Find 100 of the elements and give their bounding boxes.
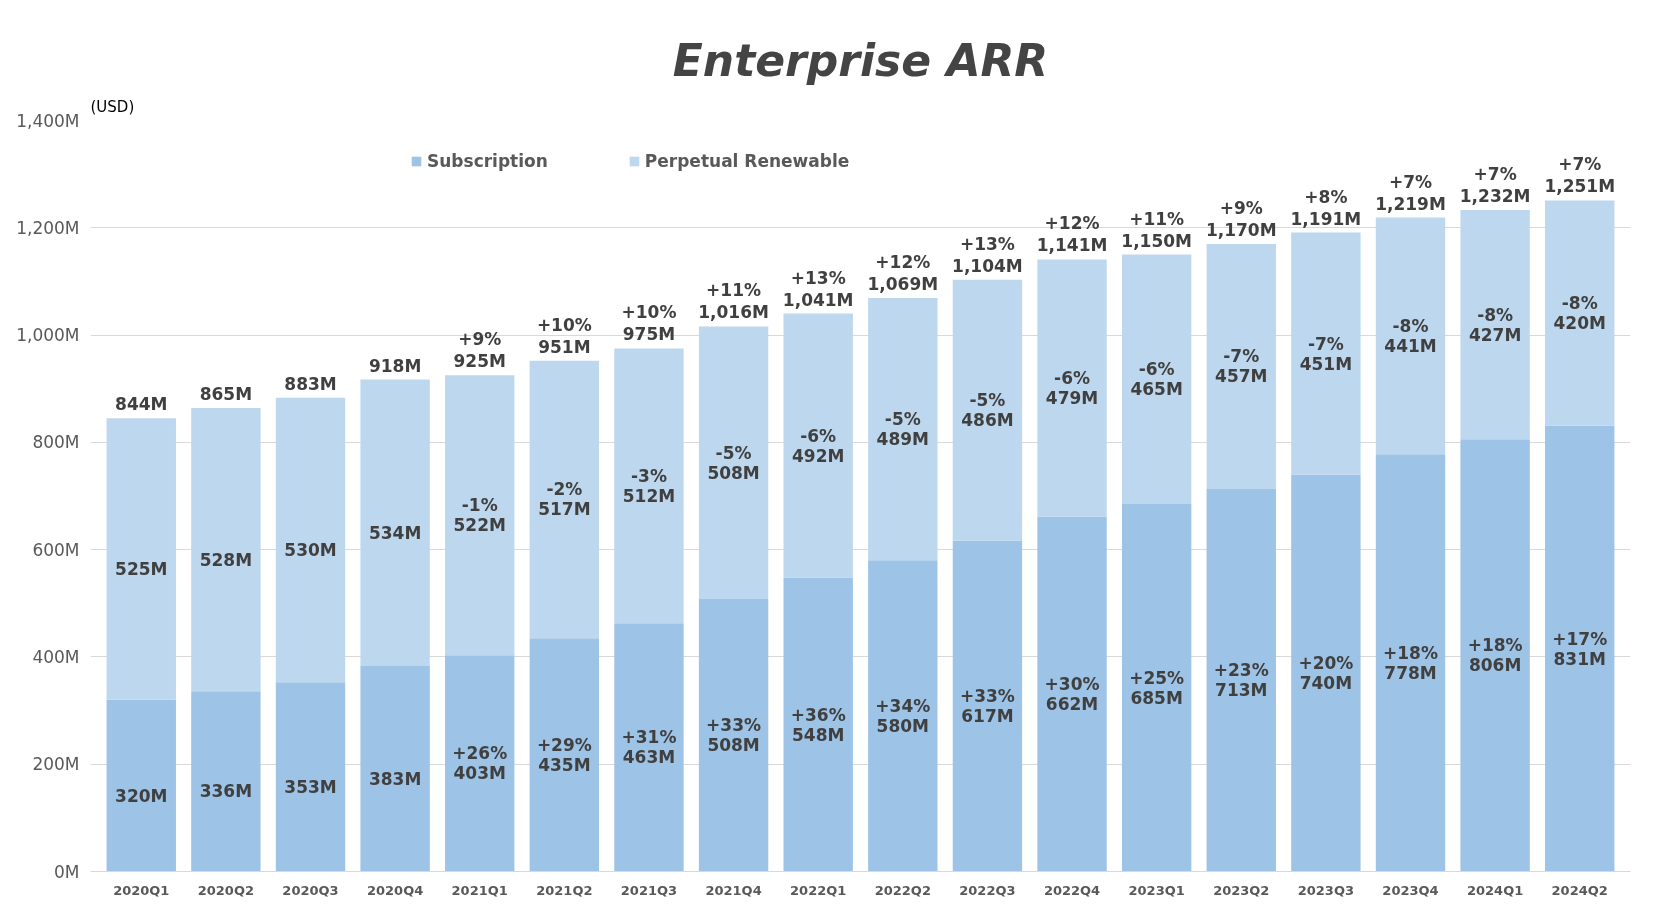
data-label: 512M [622, 485, 676, 506]
data-label: 463M [622, 747, 676, 768]
bar [1545, 200, 1615, 426]
data-label: 336M [199, 781, 253, 802]
total-label: 1,170M [1205, 219, 1277, 240]
total-label: 1,141M [1036, 235, 1108, 256]
annotation: +7% [1388, 171, 1433, 192]
data-label: 522M [453, 515, 506, 536]
x-tick-label: 2021Q4 [705, 882, 762, 898]
total-label: 1,041M [782, 289, 854, 310]
bar [1037, 259, 1107, 517]
annotation: +30% [1044, 673, 1100, 694]
x-tick-label: 2021Q1 [451, 882, 508, 898]
total-label: 925M [453, 351, 506, 372]
data-label: 427M [1468, 324, 1522, 345]
data-label: 451M [1299, 353, 1353, 374]
data-label: 713M [1215, 680, 1268, 701]
x-tick-label: 2022Q1 [790, 882, 847, 898]
bar [360, 379, 430, 667]
bar [275, 397, 346, 683]
bar [1121, 504, 1192, 872]
x-tick-label: 2023Q2 [1213, 882, 1270, 898]
y-tick-label: 200M [32, 754, 80, 775]
y-tick-label: 1,000M [16, 325, 80, 346]
annotation: +29% [536, 734, 592, 755]
bar [614, 623, 684, 872]
x-tick-label: 2023Q3 [1297, 882, 1355, 898]
annotation: +36% [790, 704, 846, 725]
data-label: 403M [453, 763, 506, 784]
total-label: 1,104M [952, 255, 1023, 276]
bar [1121, 254, 1192, 505]
y-tick-label: 1,200M [16, 217, 80, 238]
bar [783, 313, 853, 578]
annotation: +8% [1304, 186, 1348, 207]
data-label: 517M [538, 499, 591, 520]
annotation: +10% [536, 314, 592, 335]
legend-label: Perpetual Renewable [644, 151, 850, 171]
bar [1206, 489, 1276, 872]
data-label: 383M [368, 768, 422, 789]
annotation: +20% [1298, 653, 1354, 674]
bar [1460, 210, 1530, 440]
annotation: -6% [1138, 359, 1175, 380]
data-label: 489M [876, 429, 930, 450]
annotation: +9% [458, 329, 502, 350]
x-tick-label: 2024Q2 [1551, 882, 1608, 898]
annotation: +33% [706, 715, 762, 736]
bar [698, 326, 769, 599]
total-label: 1,150M [1121, 230, 1193, 251]
data-label: 617M [961, 706, 1014, 727]
total-label: 1,069M [867, 274, 939, 295]
text: (USD) [90, 97, 135, 116]
annotation: -8% [1477, 304, 1514, 325]
bar [106, 699, 176, 872]
data-label: 457M [1215, 366, 1268, 387]
annotation: +34% [875, 695, 931, 716]
data-label: 528M [199, 549, 253, 570]
bar [1206, 243, 1276, 490]
annotation: -2% [546, 479, 583, 500]
annotation: +31% [621, 727, 677, 748]
annotation: +26% [452, 743, 508, 764]
bar [106, 418, 176, 700]
bar [191, 691, 261, 872]
total-label: 1,191M [1290, 208, 1362, 229]
annotation: +33% [959, 686, 1015, 707]
annotation: +23% [1213, 660, 1269, 681]
bar [868, 298, 938, 561]
data-label: 534M [368, 522, 422, 543]
total-label: 1,232M [1459, 186, 1531, 207]
data-label: 740M [1299, 673, 1353, 694]
bar [191, 408, 261, 692]
annotation: -5% [715, 442, 752, 463]
y-tick-label: 1,400M [16, 110, 80, 131]
data-label: 580M [876, 715, 930, 736]
chart-title: Enterprise ARR [672, 34, 1049, 86]
bar [952, 540, 1023, 872]
total-label: 918M [368, 355, 422, 376]
annotation: +18% [1467, 635, 1523, 656]
y-tick-label: 800M [32, 432, 80, 453]
bar [445, 655, 515, 872]
annotation: +13% [790, 267, 846, 288]
annotation: -6% [1054, 367, 1090, 388]
x-tick-label: 2020Q1 [113, 882, 170, 898]
bar [868, 560, 938, 872]
annotation: +9% [1219, 197, 1263, 218]
data-label: 320M [115, 785, 168, 806]
x-tick-label: 2024Q1 [1466, 882, 1524, 898]
data-label: 685M [1130, 687, 1183, 708]
x-tick-label: 2020Q4 [366, 882, 424, 898]
x-tick-label: 2022Q3 [959, 882, 1016, 898]
bar [698, 598, 769, 872]
annotation: -6% [800, 425, 837, 446]
total-label: 883M [284, 373, 337, 394]
y-tick-label: 400M [32, 646, 80, 667]
data-label: 806M [1468, 655, 1522, 676]
data-label: 441M [1384, 335, 1437, 356]
y-tick-label: 600M [32, 539, 80, 560]
data-label: 525M [115, 559, 168, 580]
bar [1291, 232, 1361, 475]
x-tick-label: 2023Q4 [1382, 882, 1439, 898]
annotation: +11% [1129, 208, 1185, 229]
